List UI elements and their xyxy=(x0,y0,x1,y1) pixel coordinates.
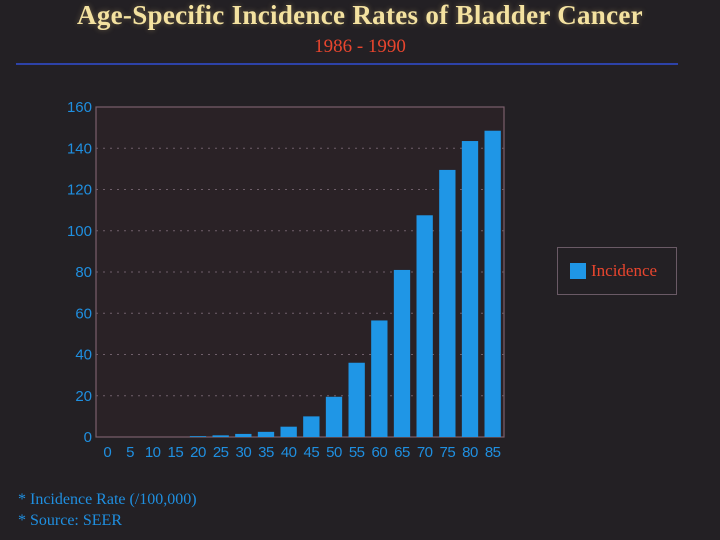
bar xyxy=(189,436,207,437)
bar xyxy=(348,362,365,437)
x-tick-label: 40 xyxy=(281,444,297,461)
y-tick-label: 20 xyxy=(75,388,92,405)
x-tick-label: 85 xyxy=(485,444,501,461)
bar xyxy=(303,416,320,437)
legend: Incidence xyxy=(557,247,677,295)
bar xyxy=(280,426,297,437)
x-tick-label: 30 xyxy=(235,444,251,461)
x-tick-label: 55 xyxy=(349,444,365,461)
chart-subtitle: 1986 - 1990 xyxy=(314,36,406,57)
y-tick-label: 80 xyxy=(75,264,92,281)
footnote-source: * Source: SEER xyxy=(18,512,122,529)
x-tick-label: 0 xyxy=(103,444,111,461)
x-tick-label: 80 xyxy=(462,444,478,461)
x-tick-label: 25 xyxy=(213,444,229,461)
y-tick-label: 100 xyxy=(67,223,92,240)
footnotes: * Incidence Rate (/100,000) * Source: SE… xyxy=(18,489,197,531)
y-tick-label: 160 xyxy=(67,99,92,116)
x-tick-label: 5 xyxy=(126,444,134,461)
x-tick-label: 20 xyxy=(190,444,206,461)
y-tick-label: 120 xyxy=(67,182,92,199)
legend-swatch xyxy=(570,263,586,279)
bar xyxy=(325,396,343,437)
bar xyxy=(416,215,433,437)
bar xyxy=(439,169,456,437)
y-tick-label: 140 xyxy=(67,140,92,157)
bar xyxy=(212,435,229,437)
x-tick-label: 60 xyxy=(371,444,387,461)
y-tick-label: 0 xyxy=(84,429,92,446)
x-tick-label: 70 xyxy=(417,444,433,461)
x-tick-label: 65 xyxy=(394,444,410,461)
y-tick-label: 60 xyxy=(75,305,92,322)
bar xyxy=(484,130,501,437)
x-tick-label: 35 xyxy=(258,444,274,461)
bar xyxy=(461,141,479,437)
bar xyxy=(235,433,252,437)
bar xyxy=(257,431,275,437)
bar xyxy=(393,269,411,437)
bar xyxy=(371,320,388,437)
chart-title: Age-Specific Incidence Rates of Bladder … xyxy=(77,0,643,30)
x-tick-label: 10 xyxy=(145,444,161,461)
title-divider xyxy=(16,63,678,65)
x-tick-label: 15 xyxy=(167,444,183,461)
legend-label: Incidence xyxy=(591,261,658,280)
x-tick-label: 75 xyxy=(439,444,455,461)
x-tick-label: 50 xyxy=(326,444,342,461)
y-tick-label: 40 xyxy=(75,347,92,364)
x-tick-label: 45 xyxy=(303,444,319,461)
footnote-incidence-rate: * Incidence Rate (/100,000) xyxy=(18,491,197,508)
